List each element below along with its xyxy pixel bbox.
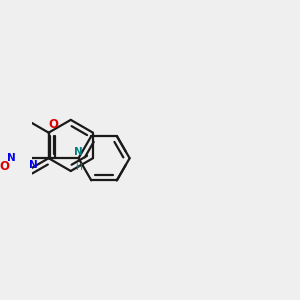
Text: O: O: [48, 118, 58, 131]
Text: H: H: [75, 163, 82, 172]
Text: O: O: [0, 160, 9, 173]
Text: N: N: [29, 160, 38, 170]
Text: N: N: [74, 147, 82, 157]
Text: N: N: [7, 153, 15, 163]
